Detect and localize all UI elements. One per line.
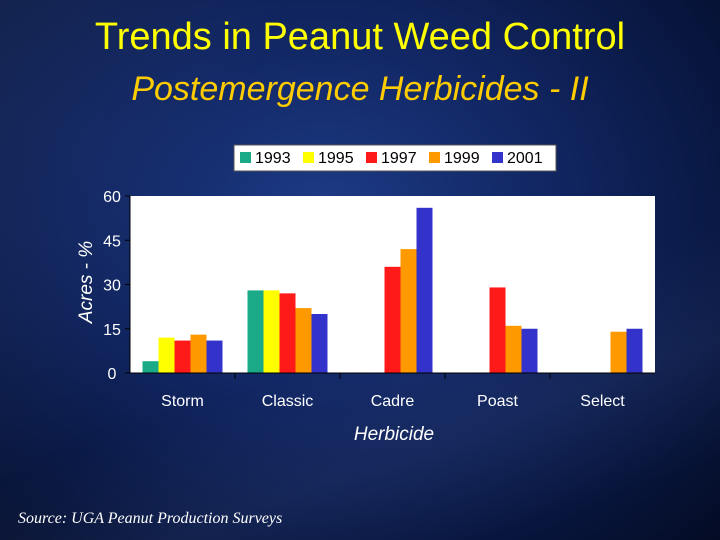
- y-tick-label: 60: [103, 189, 121, 206]
- source-note: Source: UGA Peanut Production Surveys: [18, 510, 283, 527]
- x-tick-label-cadre: Cadre: [371, 393, 415, 410]
- bar-classic-1995: [263, 290, 280, 373]
- y-axis-label: Acres - %: [76, 241, 97, 324]
- legend-label-1993: 1993: [255, 150, 291, 167]
- bars-group: [142, 207, 643, 373]
- bar-classic-1999: [295, 308, 312, 373]
- y-ticks-group: 0 15 30 45 60: [103, 189, 130, 383]
- y-tick-label: 0: [108, 366, 117, 383]
- bar-select-2001: [626, 328, 643, 373]
- bar-classic-2001: [311, 314, 328, 373]
- legend-group: 1993 1995 1997 1999 2001: [240, 150, 543, 167]
- x-ticks-group: Storm Classic Cadre Poast Select: [161, 373, 625, 410]
- legend-label-1995: 1995: [318, 150, 354, 167]
- bar-select-1999: [610, 331, 627, 373]
- legend-label-2001: 2001: [507, 150, 543, 167]
- legend-swatch-1999: [429, 152, 440, 163]
- y-tick-label: 15: [103, 322, 121, 339]
- legend-label-1999: 1999: [444, 150, 480, 167]
- y-tick-label: 30: [103, 278, 121, 295]
- legend-swatch-1995: [303, 152, 314, 163]
- bar-storm-1997: [174, 340, 191, 373]
- bar-cadre-2001: [416, 207, 433, 373]
- x-axis-label: Herbicide: [354, 424, 434, 445]
- bar-poast-1999: [505, 325, 522, 373]
- bar-classic-1993: [247, 290, 264, 373]
- x-tick-label-poast: Poast: [477, 393, 518, 410]
- slide-subtitle: Postemergence Herbicides - II: [131, 70, 589, 108]
- slide-title: Trends in Peanut Weed Control: [94, 16, 626, 58]
- x-tick-label-storm: Storm: [161, 393, 204, 410]
- bar-storm-1993: [142, 361, 159, 373]
- legend-label-1997: 1997: [381, 150, 417, 167]
- y-tick-label: 45: [103, 233, 121, 250]
- legend-swatch-1993: [240, 152, 251, 163]
- bar-classic-1997: [279, 293, 296, 373]
- legend-swatch-1997: [366, 152, 377, 163]
- bar-cadre-1999: [400, 249, 417, 373]
- bar-poast-1997: [489, 287, 506, 373]
- bar-cadre-1997: [384, 266, 401, 373]
- bar-storm-2001: [206, 340, 223, 373]
- x-tick-label-classic: Classic: [262, 393, 314, 410]
- legend-swatch-2001: [492, 152, 503, 163]
- x-tick-label-select: Select: [580, 393, 625, 410]
- bar-storm-1995: [158, 337, 175, 373]
- bar-poast-2001: [521, 328, 538, 373]
- bar-storm-1999: [190, 334, 207, 373]
